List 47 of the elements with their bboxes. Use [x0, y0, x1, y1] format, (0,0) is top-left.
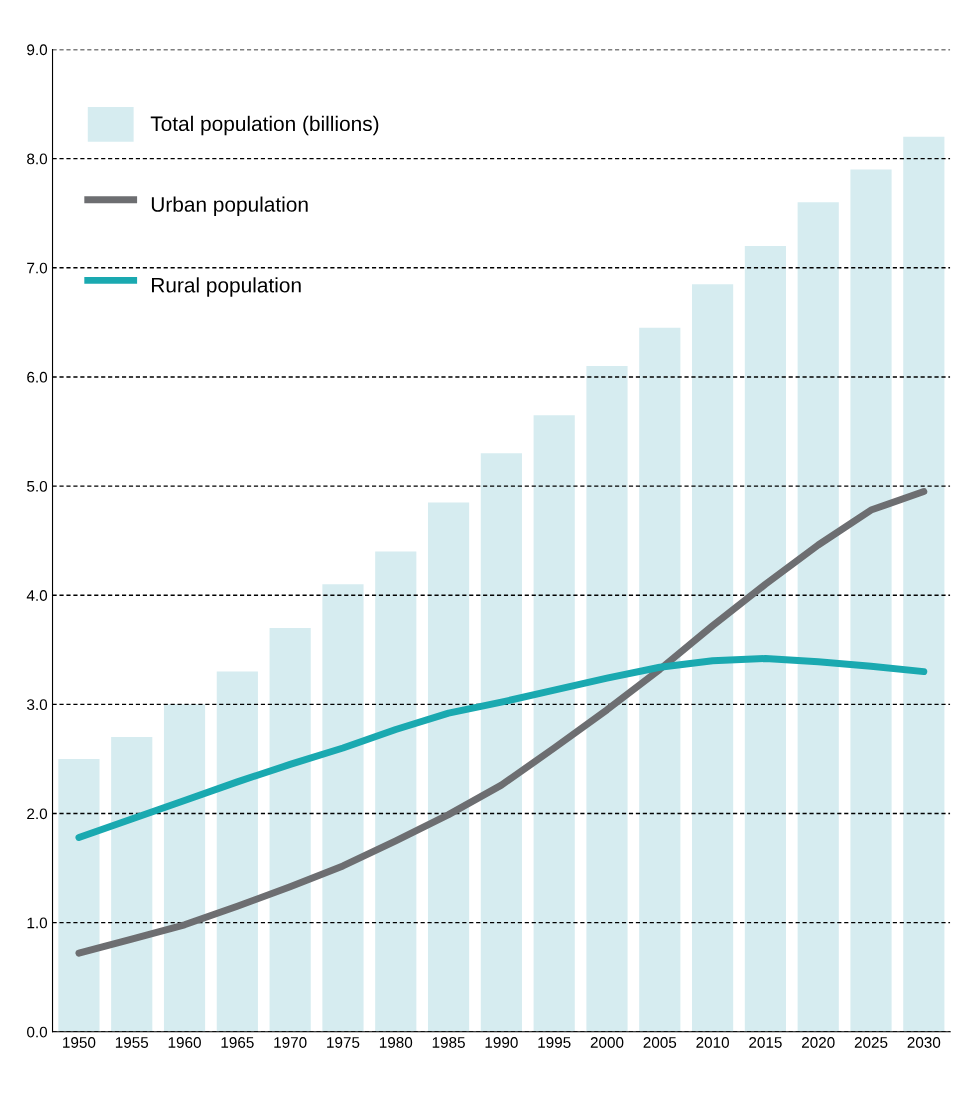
x-tick-label: 2030 [907, 1037, 941, 1048]
y-tick-label: 1.0 [27, 917, 48, 929]
y-tick-label: 6.0 [27, 371, 48, 383]
bar [111, 737, 153, 1032]
y-tick-label: 5.0 [27, 480, 48, 492]
y-tick-label: 7.0 [27, 262, 48, 274]
x-tick-label: 1990 [485, 1037, 518, 1048]
legend-label: Urban population [151, 196, 308, 216]
y-tick-label: 2.0 [27, 808, 48, 820]
bar [269, 627, 311, 1032]
bar [427, 502, 470, 1032]
x-tick-label: 2020 [801, 1037, 835, 1048]
x-tick-label: 1985 [432, 1037, 465, 1048]
bar [480, 453, 522, 1032]
bar [586, 366, 628, 1032]
x-tick-label: 1955 [115, 1037, 149, 1048]
bar [375, 551, 417, 1032]
x-tick-label: 2025 [854, 1037, 888, 1048]
x-tick-label: 1960 [168, 1037, 201, 1048]
x-tick-label: 2005 [643, 1037, 677, 1048]
y-tick-label: 4.0 [26, 590, 48, 601]
x-tick-label: 1995 [538, 1037, 571, 1048]
x-tick-label: 1970 [274, 1037, 307, 1048]
bar [797, 202, 839, 1032]
bar [850, 169, 892, 1032]
y-tick-label: 3.0 [27, 699, 48, 711]
bar [216, 671, 258, 1032]
y-tick-label: 9.0 [27, 44, 48, 56]
x-tick-label: 2015 [749, 1037, 782, 1048]
legend-label: Total population (billions) [150, 115, 379, 136]
bar [163, 704, 206, 1032]
bar [744, 245, 786, 1032]
y-tick-label: 8.0 [27, 153, 48, 165]
bar [903, 136, 945, 1032]
bar [639, 327, 681, 1032]
x-tick-label: 2000 [590, 1037, 624, 1048]
x-tick-label: 1975 [327, 1037, 360, 1048]
y-tick-label: 0.0 [27, 1026, 48, 1038]
legend-label: Rural population [152, 277, 301, 297]
bar [322, 584, 364, 1032]
x-tick-label: 2010 [696, 1037, 729, 1048]
bar [692, 284, 734, 1032]
x-tick-label: 1965 [221, 1037, 254, 1048]
x-tick-label: 1950 [63, 1037, 96, 1048]
x-tick-label: 1980 [379, 1037, 413, 1048]
bar [533, 415, 575, 1032]
bar [58, 758, 100, 1032]
